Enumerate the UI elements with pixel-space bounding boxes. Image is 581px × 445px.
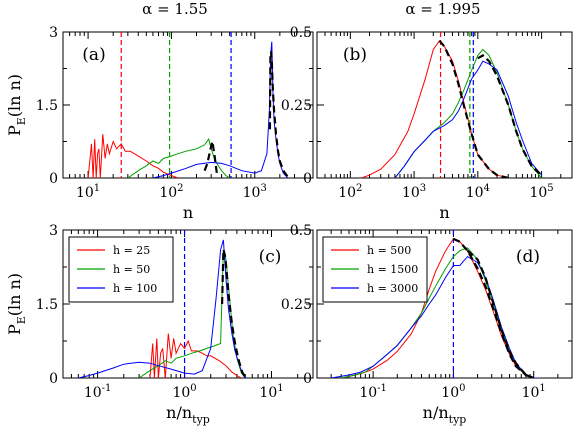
x-tick-label: 102 xyxy=(159,183,183,201)
panel-label: (a) xyxy=(82,45,105,65)
y-tick-label: 0.5 xyxy=(290,223,312,239)
fit-curve xyxy=(466,249,535,378)
plot-area xyxy=(361,32,543,178)
panel-c: 10-1 100 101 0 1.5 3 n/ntyp PE(ln n) (c) h = 25 h … xyxy=(5,223,314,426)
series-line xyxy=(152,41,289,178)
x-axis-label: n xyxy=(183,203,193,222)
panel-label: (b) xyxy=(343,45,367,65)
series-line xyxy=(78,239,246,378)
y-tick-label: 3 xyxy=(49,223,58,239)
x-tick-label: 100 xyxy=(441,383,465,401)
legend-entry: h = 500 xyxy=(367,244,411,257)
x-tick-label: 101 xyxy=(76,183,100,201)
y-tick-label: 0.25 xyxy=(281,98,312,114)
y-tick-label: 0 xyxy=(49,171,58,187)
x-axis-label: n/ntyp xyxy=(166,403,210,426)
panel-label: (c) xyxy=(259,247,282,267)
x-tick-label: 101 xyxy=(522,383,546,401)
fit-curve xyxy=(452,237,535,378)
x-tick-label: 10-1 xyxy=(359,383,387,401)
x-tick-label: 101 xyxy=(259,383,283,401)
column-title-right: α = 1.995 xyxy=(405,0,480,18)
fit-curve xyxy=(477,54,543,176)
y-tick-label: 0 xyxy=(49,371,58,387)
panel-b: 102 103 104 105 0 0.25 0.5 n (b) xyxy=(281,25,573,222)
legend-entry: h = 25 xyxy=(113,244,150,257)
y-tick-label: 1.5 xyxy=(36,297,58,313)
legend-entry: h = 100 xyxy=(113,282,157,295)
panel-a: 101 102 103 0 1.5 3 n PE(ln n) (a) xyxy=(5,25,314,222)
legend-entry: h = 1500 xyxy=(367,263,418,276)
panel-label: (d) xyxy=(516,247,540,267)
y-tick-label: 0 xyxy=(303,371,312,387)
fit-curve xyxy=(221,249,247,378)
fit-curve xyxy=(438,40,509,178)
y-tick-label: 0.25 xyxy=(281,297,312,313)
y-tick-label: 0 xyxy=(303,171,312,187)
fit-curve xyxy=(268,51,289,178)
plot-area xyxy=(78,230,247,378)
series-line xyxy=(361,39,509,178)
x-axis-label: n xyxy=(439,203,449,222)
x-tick-label: 100 xyxy=(172,383,196,401)
y-tick-label: 3 xyxy=(49,25,58,41)
series-line xyxy=(127,137,230,178)
x-tick-label: 104 xyxy=(466,183,490,201)
x-tick-label: 105 xyxy=(529,183,553,201)
y-tick-label: 0.5 xyxy=(290,25,312,41)
x-tick-label: 103 xyxy=(243,183,267,201)
x-tick-label: 102 xyxy=(338,183,362,201)
column-title-left: α = 1.55 xyxy=(142,0,208,18)
x-tick-label: 10-1 xyxy=(84,383,112,401)
y-axis-label: PE(ln n) xyxy=(5,273,28,335)
legend-entry: h = 3000 xyxy=(367,282,418,295)
x-tick-label: 103 xyxy=(402,183,426,201)
x-axis-label: n/ntyp xyxy=(423,403,467,426)
y-tick-label: 1.5 xyxy=(36,98,58,114)
series-line xyxy=(149,333,242,378)
plot-area xyxy=(331,230,541,378)
legend-entry: h = 50 xyxy=(113,263,150,276)
y-axis-label: PE(ln n) xyxy=(5,74,28,136)
fit-curve xyxy=(203,141,218,174)
series-line xyxy=(87,134,179,178)
series-line xyxy=(394,60,542,178)
plot-area xyxy=(87,32,289,178)
panel-d: 10-1 100 101 0 0.25 0.5 n/ntyp (d) h = 500 h = 15… xyxy=(281,223,573,426)
series-line xyxy=(394,48,542,178)
